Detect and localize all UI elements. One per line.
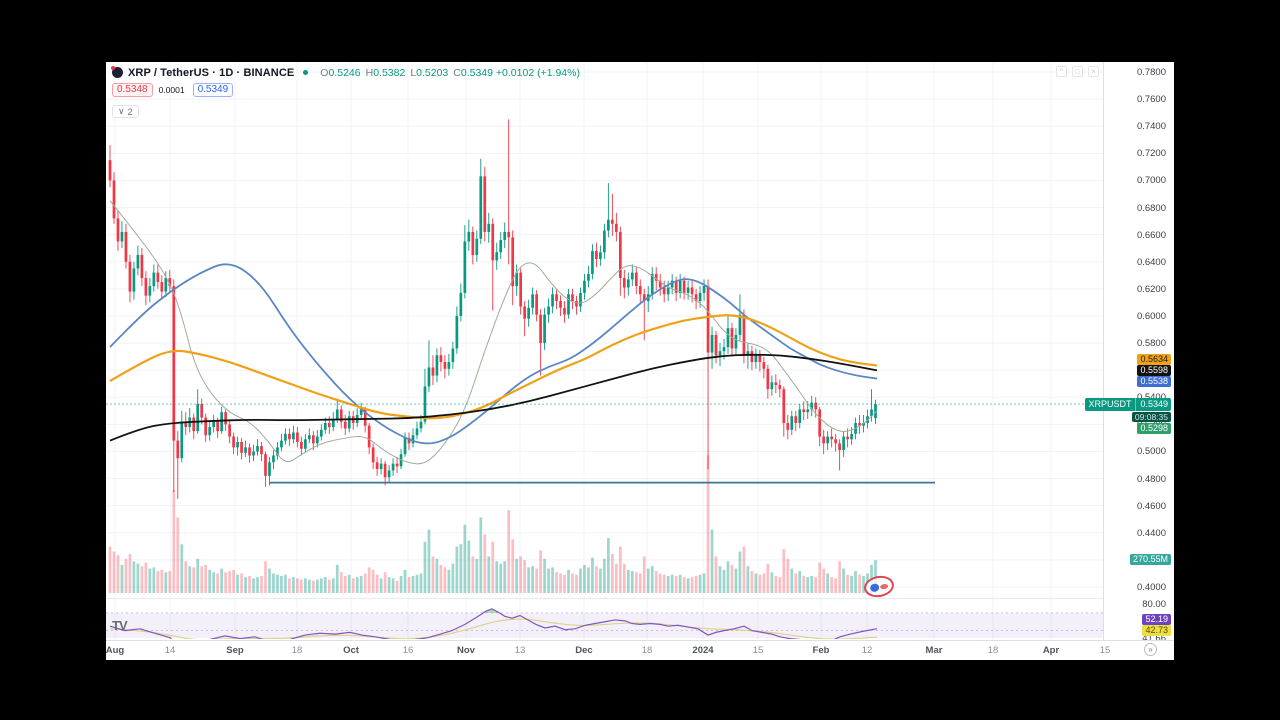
- close-label: C: [453, 66, 461, 79]
- price-tick: 0.5400: [1137, 392, 1166, 403]
- price-tick: 0.4800: [1136, 473, 1166, 485]
- rsi-pane: [106, 608, 1103, 639]
- close-value: 0.5349: [460, 66, 493, 79]
- ma9-price-label: 0.5298: [1137, 423, 1171, 434]
- pane-separator[interactable]: [106, 598, 1103, 599]
- buy-price-button[interactable]: 0.5349: [192, 83, 234, 97]
- ma50-price-label: 0.5538: [1137, 376, 1171, 387]
- rsi-value-label: 52.19: [1142, 614, 1171, 625]
- time-tick: 18: [641, 645, 653, 656]
- price-tick: 80.00: [1142, 599, 1166, 610]
- price-tick: 0.7400: [1136, 121, 1166, 133]
- time-tick: 15: [1099, 645, 1111, 656]
- time-tick: Apr: [1042, 645, 1060, 656]
- time-tick: 18: [291, 645, 303, 656]
- price-tick: 0.4000: [1136, 581, 1166, 593]
- price-tick: 0.6400: [1136, 256, 1166, 268]
- symbol-title[interactable]: XRP / TetherUS · 1D · BINANCE: [128, 66, 295, 79]
- market-status-icon[interactable]: [303, 70, 309, 75]
- time-tick: Mar: [925, 645, 943, 656]
- price-axis[interactable]: 0.7800 0.7600 0.7400 0.7200 0.7000 0.6800 0.66…: [1085, 62, 1174, 644]
- spread-value: 0.0001: [158, 85, 185, 95]
- price-tick: 0.4600: [1136, 500, 1166, 512]
- high-label: H: [365, 66, 374, 79]
- time-tick: Feb: [812, 645, 830, 656]
- hidden-indicator-count: 2: [127, 106, 133, 117]
- symbol-logo-icon: [111, 66, 123, 78]
- symbol-tag: XRPUSDT: [1088, 398, 1137, 411]
- pane-close-icon[interactable]: ×: [1088, 66, 1099, 77]
- ma100-price-label: 0.5634: [1137, 354, 1171, 365]
- price-tick: 0.7800: [1136, 67, 1166, 78]
- ma_mid-line: [109, 263, 878, 445]
- grid: [106, 62, 1106, 640]
- price-tick: 0.7000: [1136, 175, 1166, 187]
- price-tick: 0.6200: [1136, 283, 1166, 295]
- time-axis[interactable]: Aug 14 Sep 18 Oct 16 Nov 13 Dec 18 2024 15 Feb 12 Mar 1…: [106, 640, 1174, 660]
- chevron-down-icon: ∨: [118, 106, 125, 116]
- price-tick: 0.6000: [1136, 310, 1166, 322]
- ohlc-readout: O0.5246 H0.5382 L0.5203 C0.5349 +0.0102 (+1…: [315, 67, 580, 79]
- low-label: L: [410, 66, 417, 79]
- price-tick: 0.7200: [1136, 148, 1166, 160]
- time-tick: 14: [164, 645, 176, 656]
- price-tick: 0.7600: [1136, 94, 1166, 106]
- open-label: O: [320, 66, 329, 79]
- main-pane: [106, 119, 1103, 593]
- pane-control-buttons: ^ □ ×: [1056, 66, 1099, 77]
- price-tick: 41.66: [1142, 632, 1166, 644]
- sell-price-button[interactable]: 0.5348: [112, 83, 153, 97]
- time-tick: 16: [402, 645, 414, 656]
- last-price-value: 0.5349: [1140, 399, 1168, 409]
- scroll-to-realtime-icon[interactable]: »: [1144, 643, 1157, 656]
- price-chart[interactable]: [106, 62, 1174, 660]
- change-value: +0.0102 (+1.94%): [495, 66, 580, 79]
- open-value: 0.5246: [328, 66, 361, 79]
- rsi-line: [109, 608, 878, 639]
- logo-red-dot: [879, 583, 889, 590]
- time-tick: Dec: [575, 645, 593, 656]
- time-tick: 18: [987, 645, 999, 656]
- ma200-price-label: 0.5598: [1137, 365, 1171, 376]
- time-tick: 12: [861, 645, 873, 656]
- ma_long-line: [109, 353, 878, 442]
- notification-dot-icon: [111, 66, 115, 70]
- legend-collapse-button[interactable]: ∨ 2: [112, 105, 139, 118]
- price-tick: 0.5800: [1136, 338, 1166, 350]
- low-value: 0.5203: [416, 66, 449, 79]
- pane-collapse-icon[interactable]: ^: [1056, 66, 1067, 77]
- last-price-label: XRPUSDT 0.5349: [1085, 398, 1171, 411]
- price-tick: 0.6800: [1136, 202, 1166, 214]
- symbol-legend: XRP / TetherUS · 1D · BINANCE O0.5246 H0.…: [111, 65, 580, 119]
- bar-countdown-label: 09:08:35: [1131, 412, 1171, 422]
- time-tick: 15: [752, 645, 764, 656]
- rsi-ma-value-label: 42.73: [1142, 625, 1171, 636]
- chart-window: XRP / TetherUS · 1D · BINANCE O0.5246 H0.…: [106, 62, 1174, 660]
- time-tick: Aug: [106, 645, 125, 656]
- price-tick: 0.5000: [1136, 446, 1166, 458]
- price-tick: 0.4400: [1136, 527, 1166, 539]
- tradingview-logo-watermark: TV: [112, 618, 128, 633]
- time-tick: 13: [514, 645, 526, 656]
- logo-blue-dot: [869, 583, 880, 593]
- time-tick: Nov: [457, 645, 475, 656]
- ma_fast-line: [109, 200, 878, 465]
- price-tick: 0.6600: [1136, 229, 1166, 241]
- high-value: 0.5382: [373, 66, 406, 79]
- time-tick: 2024: [692, 645, 714, 656]
- pane-maximize-icon[interactable]: □: [1072, 66, 1083, 77]
- time-tick: Oct: [343, 645, 359, 656]
- ma_slow-line: [109, 314, 878, 420]
- time-tick: Sep: [226, 645, 244, 656]
- volume-label: 270.55M: [1129, 554, 1171, 565]
